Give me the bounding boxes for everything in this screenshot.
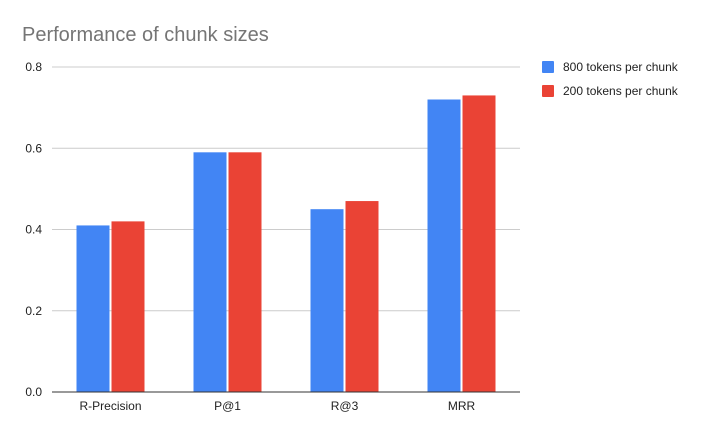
x-axis-ticks: R-Precision P@1 R@3 MRR — [79, 399, 475, 413]
y-tick-label: 0.4 — [25, 223, 42, 237]
y-tick-label: 0.0 — [25, 385, 42, 399]
x-tick-label: MRR — [448, 399, 476, 413]
bar-p-1-series-2 — [228, 152, 262, 392]
bar-mrr-series-2 — [462, 95, 496, 392]
bar-r-precision-series-2 — [111, 221, 145, 392]
y-tick-label: 0.2 — [25, 304, 42, 318]
legend-label: 800 tokens per chunk — [563, 60, 679, 74]
bar-r-precision-series-1 — [76, 225, 110, 392]
legend-swatch — [542, 85, 554, 97]
bar-r-3-series-2 — [345, 201, 379, 392]
bar-p-1-series-1 — [193, 152, 227, 392]
bar-mrr-series-1 — [427, 99, 461, 392]
chart-title: Performance of chunk sizes — [22, 24, 269, 46]
y-axis-ticks: 0.0 0.2 0.4 0.6 0.8 — [25, 60, 42, 399]
y-tick-label: 0.8 — [25, 60, 42, 74]
legend: 800 tokens per chunk 200 tokens per chunk — [542, 60, 679, 98]
x-tick-label: R@3 — [331, 399, 359, 413]
bar-r-3-series-1 — [310, 209, 344, 392]
bars — [76, 95, 496, 392]
y-tick-label: 0.6 — [25, 141, 42, 155]
x-tick-label: R-Precision — [79, 399, 141, 413]
legend-swatch — [542, 61, 554, 73]
x-tick-label: P@1 — [214, 399, 241, 413]
legend-label: 200 tokens per chunk — [563, 84, 679, 98]
